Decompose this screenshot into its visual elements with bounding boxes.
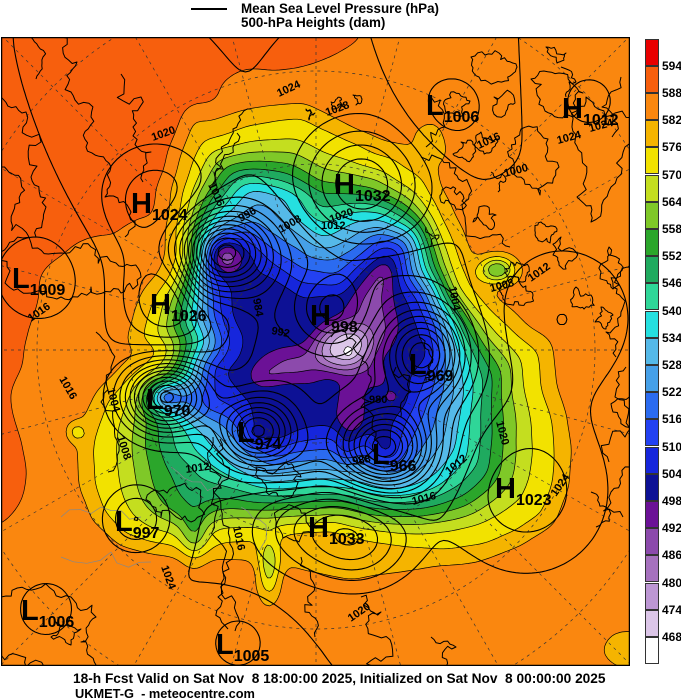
svg-text:980: 980 [369, 394, 387, 406]
svg-text:1004: 1004 [446, 285, 462, 312]
svg-text:988: 988 [351, 453, 371, 468]
svg-text:1012: 1012 [321, 220, 345, 232]
svg-text:1016: 1016 [230, 525, 247, 551]
svg-text:992: 992 [270, 325, 290, 340]
svg-text:984: 984 [250, 297, 265, 318]
svg-text:1012: 1012 [185, 461, 211, 476]
